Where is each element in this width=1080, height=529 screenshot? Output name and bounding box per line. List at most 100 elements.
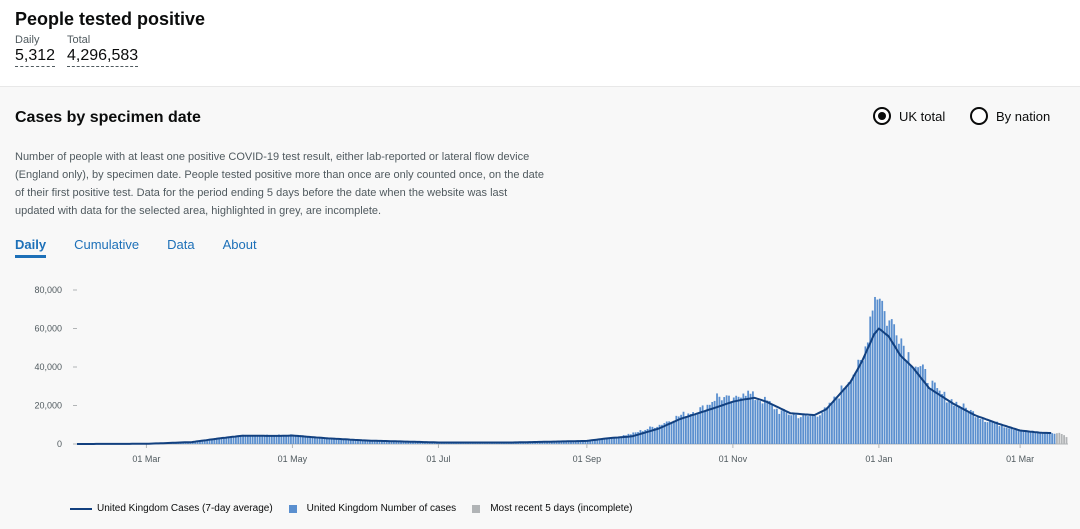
case-bar <box>694 413 697 444</box>
case-bar <box>984 421 987 444</box>
case-bar <box>902 345 905 444</box>
case-bar <box>632 432 635 444</box>
case-bar <box>246 436 249 444</box>
case-bar <box>811 414 814 444</box>
case-bar <box>656 426 659 444</box>
case-bar <box>972 411 975 444</box>
case-bar <box>716 393 718 444</box>
case-bar <box>211 440 213 444</box>
legend-line-swatch <box>70 507 92 510</box>
case-bar <box>854 372 857 444</box>
case-bar <box>835 397 838 444</box>
case-bar <box>926 382 929 444</box>
case-bar <box>364 440 367 444</box>
case-bar <box>352 440 355 444</box>
case-bar <box>644 429 647 444</box>
case-bar <box>689 413 692 444</box>
case-bar <box>744 395 747 444</box>
case-bar <box>558 441 560 444</box>
radio-unselected-icon <box>970 107 988 125</box>
case-bar <box>251 435 254 444</box>
case-bar <box>960 407 963 444</box>
case-bar <box>933 382 936 444</box>
case-bar <box>615 437 618 444</box>
case-bar <box>977 417 979 444</box>
radio-uk-total[interactable]: UK total <box>873 107 945 125</box>
case-bar <box>292 435 295 444</box>
case-bar <box>543 441 546 444</box>
case-bar <box>589 439 592 444</box>
case-bar <box>1053 433 1056 444</box>
case-bar <box>828 402 831 444</box>
case-bar <box>218 438 221 444</box>
case-bar <box>366 440 369 444</box>
case-bar <box>412 442 414 444</box>
case-bar <box>948 400 951 444</box>
case-bar <box>771 403 773 444</box>
headline-title: People tested positive <box>15 9 206 29</box>
tab-about[interactable]: About <box>222 237 257 252</box>
case-bar <box>967 412 970 444</box>
radio-by-nation[interactable]: By nation <box>970 107 1050 125</box>
case-bar <box>629 434 632 444</box>
case-bar <box>955 401 958 444</box>
y-tick-label: 60,000 <box>34 324 62 334</box>
case-bar <box>663 423 666 444</box>
chart-legend: United Kingdom Cases (7-day average) Uni… <box>70 503 648 514</box>
case-bar <box>634 432 637 444</box>
case-bar <box>254 436 256 444</box>
case-bar <box>816 416 819 444</box>
tab-data[interactable]: Data <box>167 237 195 252</box>
card-title: Cases by specimen date <box>15 109 201 126</box>
case-bar <box>706 404 709 444</box>
incomplete-bar <box>1056 433 1058 444</box>
case-bar <box>883 311 886 444</box>
case-bar <box>256 436 259 444</box>
case-bar <box>333 439 335 444</box>
case-bar <box>584 440 587 444</box>
case-bar <box>304 435 307 444</box>
case-bar <box>603 438 606 444</box>
case-bar <box>316 438 319 444</box>
x-tick-label: 01 Mar <box>1006 454 1034 464</box>
case-bar <box>989 421 991 444</box>
case-bar <box>862 361 864 444</box>
case-bar <box>646 428 649 444</box>
case-bar <box>347 440 350 444</box>
case-bar <box>622 435 625 444</box>
case-bar <box>907 352 910 444</box>
case-bar <box>273 435 276 444</box>
case-bar <box>369 441 371 444</box>
case-bar <box>756 400 759 444</box>
case-bar <box>981 419 984 444</box>
tab-daily[interactable]: Daily <box>15 237 47 258</box>
incomplete-bar <box>1063 435 1066 444</box>
case-bar <box>692 412 694 444</box>
case-bar <box>763 396 766 444</box>
total-metric: Total 4,296,583 <box>67 34 139 67</box>
case-bar <box>797 418 800 444</box>
case-bar <box>263 435 266 444</box>
tab-cumulative[interactable]: Cumulative <box>74 237 140 252</box>
case-bar <box>701 405 704 444</box>
case-bar <box>345 439 347 444</box>
case-bar <box>718 396 721 444</box>
case-bar <box>378 441 381 444</box>
case-bar <box>225 436 228 444</box>
case-bar <box>953 405 955 444</box>
case-bar <box>917 367 919 444</box>
daily-value[interactable]: 5,312 <box>15 47 56 67</box>
case-bar <box>390 441 393 444</box>
case-bar <box>943 391 946 444</box>
case-bar <box>313 437 316 444</box>
radio-by-nation-label: By nation <box>996 108 1051 124</box>
case-bar <box>823 407 826 444</box>
total-value[interactable]: 4,296,583 <box>67 47 139 67</box>
x-tick-label: 01 May <box>278 454 308 464</box>
case-bar <box>232 436 235 444</box>
case-bar <box>340 439 343 444</box>
case-bar <box>373 441 376 444</box>
case-bar <box>821 412 824 444</box>
case-bar <box>912 367 915 444</box>
case-bar <box>735 395 738 444</box>
